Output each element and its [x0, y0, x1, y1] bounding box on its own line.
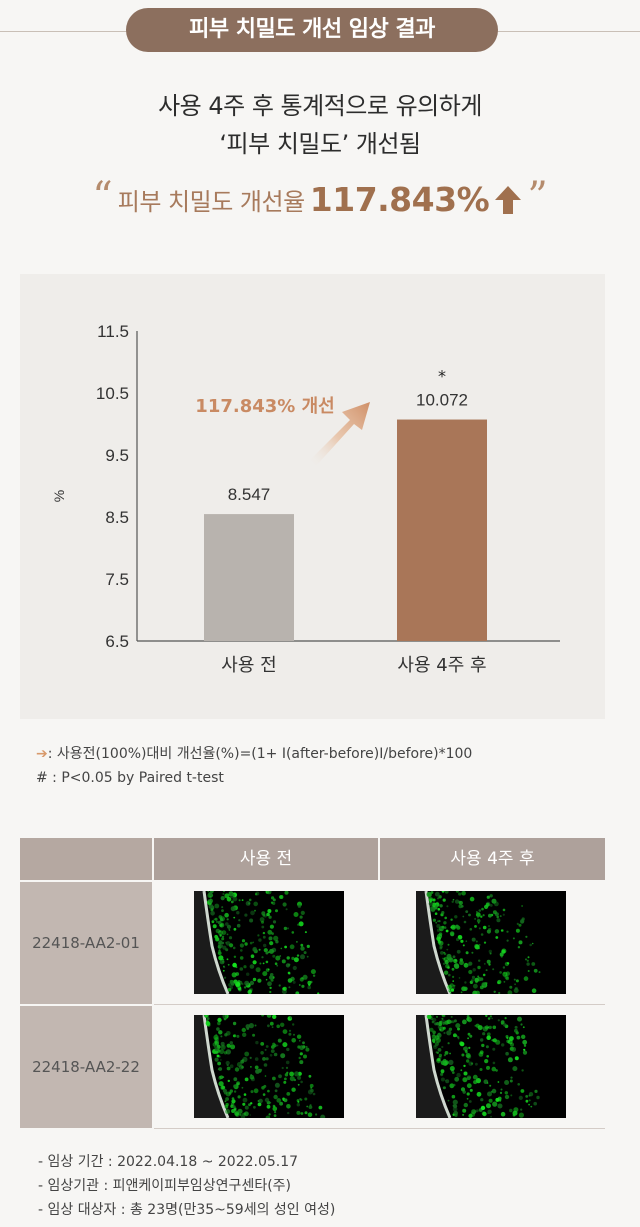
table-row: 22418-AA2-22 [20, 1006, 605, 1128]
y-tick-label: 7.5 [105, 570, 129, 589]
bar-after [397, 419, 487, 641]
x-tick-label: 사용 전 [221, 655, 276, 676]
header-before: 사용 전 [154, 838, 378, 880]
bar-value-label: 10.072 [416, 391, 468, 410]
orange-arrow-icon: ➔ [36, 746, 48, 762]
subject-id: 22418-AA2-01 [20, 882, 152, 1004]
header-after: 사용 4주 후 [380, 838, 605, 880]
study-period: - 임상 기간 : 2022.04.18 ~ 2022.05.17 [38, 1154, 299, 1170]
formula-text: : 사용전(100%)대비 개선율(%)=(1+ I(after-before)… [47, 746, 473, 762]
bar-before [204, 514, 294, 641]
headline-line-2: ‘피부 치밀도’ 개선됨 [219, 130, 421, 158]
improvement-arrow-icon [310, 402, 370, 466]
header-blank-cell [20, 838, 152, 880]
chart-svg: 6.5 7.5 8.5 9.5 10.5 11.5% 8.547 사용 전 10.072 사용 4… [51, 322, 560, 676]
bar-value-label: 8.547 [228, 485, 271, 504]
table-row: 22418-AA2-01 [20, 882, 605, 1004]
y-tick-label: 9.5 [105, 446, 129, 465]
subject-id: 22418-AA2-22 [20, 1006, 152, 1128]
y-tick-label: 8.5 [105, 508, 129, 527]
skin-image-before [194, 891, 344, 994]
skin-image-before [194, 1015, 344, 1118]
improvement-annotation: 117.843% 개선 [195, 396, 334, 417]
significance-marker: * [438, 367, 446, 386]
y-tick-label: 10.5 [96, 384, 129, 403]
y-tick-label: 11.5 [97, 322, 129, 341]
study-subjects: - 임상 대상자 : 총 23명(만35~59세의 성인 여성) [38, 1202, 336, 1218]
significance-note: # : P<0.05 by Paired t-test [36, 770, 224, 786]
chart-notes: ➔: 사용전(100%)대비 개선율(%)=(1+ I(after-before… [36, 742, 472, 790]
study-info: - 임상 기간 : 2022.04.18 ~ 2022.05.17 - 임상기관… [38, 1150, 335, 1222]
section-title: 피부 치밀도 개선 임상 결과 [126, 8, 498, 52]
microscopy-table: 사용 전 사용 4주 후 22418-AA2-01 22418-AA2-22 [20, 838, 605, 1129]
row-divider [154, 1004, 605, 1005]
row-divider [154, 1128, 605, 1129]
density-bar-chart: 6.5 7.5 8.5 9.5 10.5 11.5% 8.547 사용 전 10.072 사용 4… [20, 274, 605, 719]
improvement-label: 피부 치밀도 개선율 [117, 188, 305, 216]
table-header: 사용 전 사용 4주 후 [20, 838, 605, 880]
y-tick-label: 6.5 [105, 632, 129, 651]
close-quote: ” [527, 174, 548, 220]
open-quote: “ [92, 174, 113, 220]
skin-image-after [416, 891, 566, 994]
y-axis-label: % [51, 490, 67, 502]
skin-image-after [416, 1015, 566, 1118]
x-tick-label: 사용 4주 후 [397, 655, 486, 676]
improvement-value: 117.843% [309, 180, 490, 219]
formula-note: ➔: 사용전(100%)대비 개선율(%)=(1+ I(after-before… [36, 742, 472, 766]
improvement-highlight: “ 피부 치밀도 개선율 117.843% ” [0, 174, 640, 226]
study-institution: - 임상기관 : 피앤케이피부임상연구센타(주) [38, 1178, 292, 1194]
up-arrow-icon [494, 184, 522, 216]
headline-line-1: 사용 4주 후 통계적으로 유의하게 [158, 92, 482, 120]
